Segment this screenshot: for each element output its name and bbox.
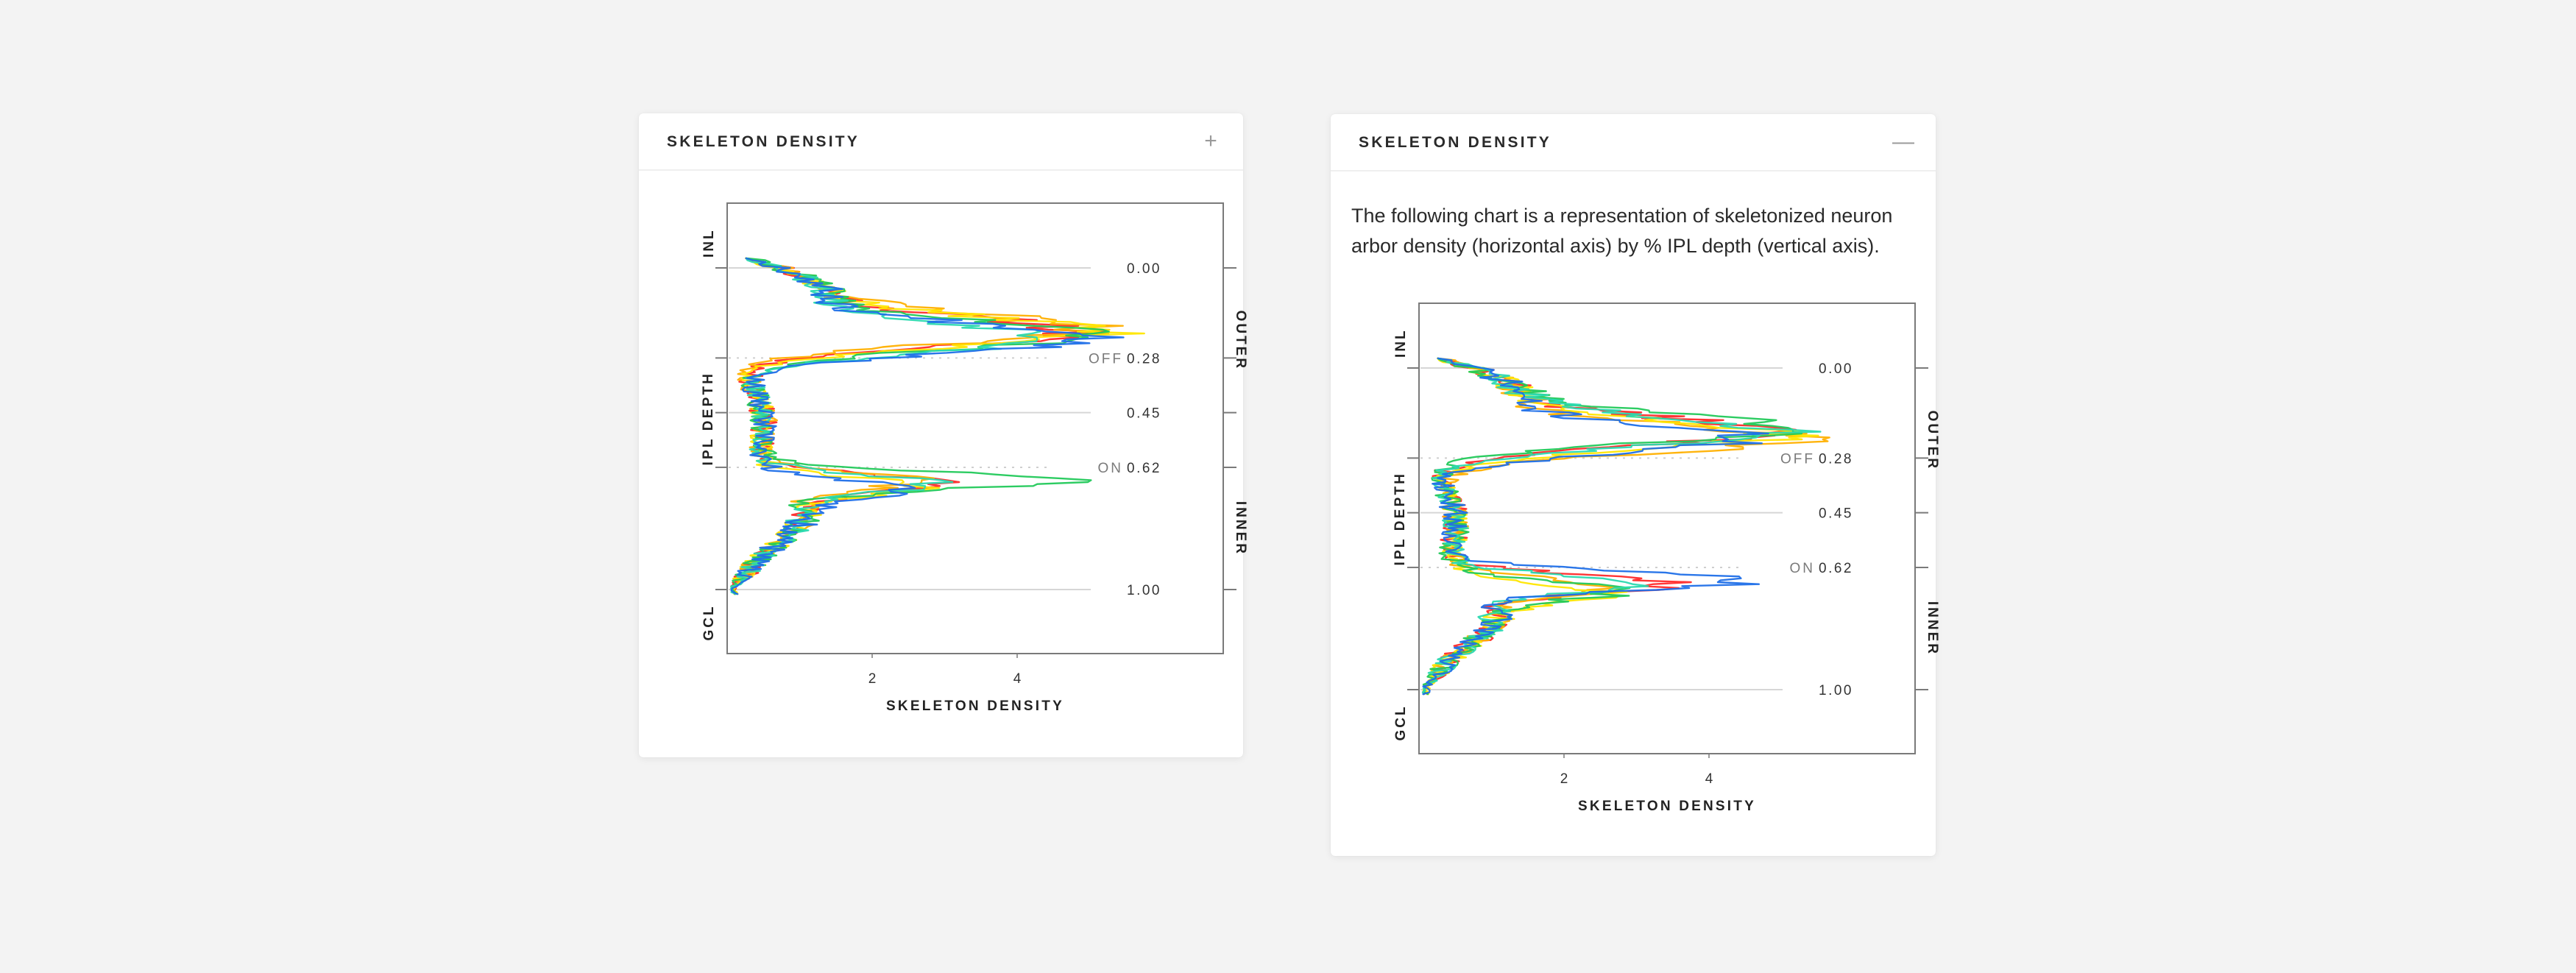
x-axis-title: SKELETON DENSITY — [886, 698, 1064, 714]
depth-tick-label: 0.28 — [1819, 451, 1853, 467]
depth-tick-label: 0.00 — [1819, 361, 1853, 377]
inner-label: INNER — [1925, 601, 1940, 656]
chart-description: The following chart is a representation … — [1351, 205, 1893, 257]
off-layer-label: OFF — [1089, 351, 1123, 367]
off-layer-label: OFF — [1780, 451, 1815, 467]
inl-label: INL — [701, 228, 717, 258]
depth-tick-label: 0.62 — [1819, 561, 1853, 576]
depth-tick-label: 1.00 — [1127, 583, 1161, 598]
density-series-line — [730, 257, 1107, 595]
skeleton-density-card-left: SKELETON DENSITY + 0.00 0.28 OFF 0.45 0.62 ON… — [639, 113, 1248, 757]
depth-tick-label: 0.28 — [1127, 351, 1161, 367]
card-title: SKELETON DENSITY — [667, 133, 860, 150]
minus-icon[interactable]: — — [1892, 130, 1914, 154]
density-series-line — [730, 257, 1110, 595]
inner-label: INNER — [1233, 501, 1248, 556]
plot-frame — [726, 202, 1224, 654]
density-series-line — [732, 257, 1124, 595]
on-layer-label: ON — [1790, 561, 1816, 576]
depth-tick-label: 0.00 — [1127, 261, 1161, 277]
skeleton-density-card-right: SKELETON DENSITY — The following chart i… — [1331, 114, 1940, 856]
gcl-label: GCL — [701, 604, 717, 640]
x-tick-label: 2 — [868, 671, 877, 687]
outer-label: OUTER — [1925, 411, 1940, 471]
depth-tick-label: 0.62 — [1127, 461, 1161, 476]
y-axis-title: IPL DEPTH — [701, 372, 716, 466]
inl-label: INL — [1393, 328, 1409, 358]
y-axis-title: IPL DEPTH — [1393, 472, 1408, 566]
card-title: SKELETON DENSITY — [1359, 134, 1552, 151]
depth-tick-label: 0.45 — [1127, 406, 1161, 422]
x-axis-title: SKELETON DENSITY — [1578, 799, 1756, 814]
density-series-line — [730, 257, 1125, 595]
outer-label: OUTER — [1233, 311, 1248, 371]
plot-frame — [1418, 302, 1916, 754]
density-series-line — [1422, 357, 1769, 696]
depth-tick-label: 0.45 — [1819, 506, 1853, 522]
density-series-line — [1422, 357, 1819, 696]
density-series-line — [1422, 357, 1803, 696]
gcl-label: GCL — [1393, 704, 1409, 740]
depth-tick-label: 1.00 — [1819, 683, 1853, 698]
plus-icon[interactable]: + — [1204, 129, 1217, 153]
card-header[interactable]: SKELETON DENSITY + — [639, 113, 1243, 171]
x-tick-label: 2 — [1560, 771, 1568, 787]
x-tick-label: 4 — [1013, 671, 1022, 687]
card-header[interactable]: SKELETON DENSITY — — [1331, 114, 1936, 171]
on-layer-label: ON — [1098, 461, 1124, 476]
series-group — [730, 257, 1145, 595]
series-group — [1421, 357, 1830, 696]
density-series-line — [1421, 357, 1822, 696]
x-tick-label: 4 — [1705, 771, 1713, 787]
